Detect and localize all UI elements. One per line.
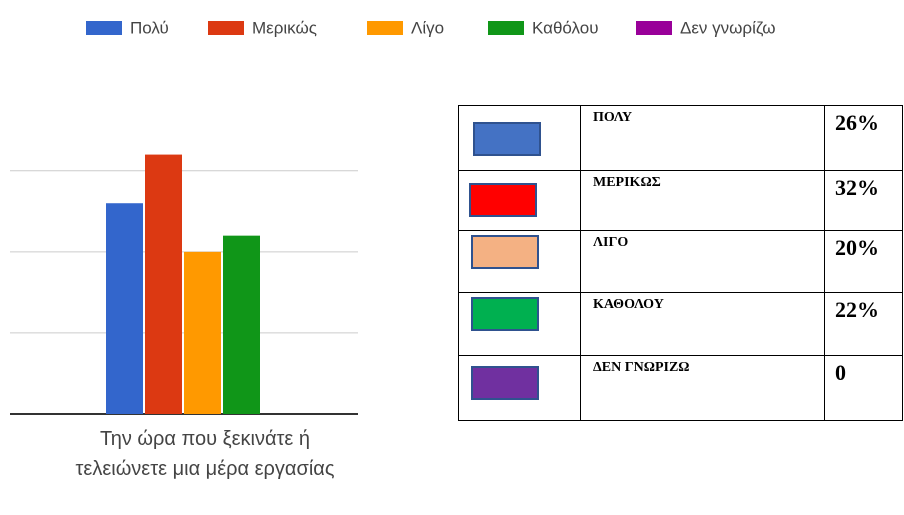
table-row: ΜΕΡΙΚΩΣ 32%	[458, 170, 903, 231]
color-swatch	[471, 297, 539, 331]
legend-label: Μερικώς	[252, 18, 317, 37]
row-label: ΠΟΛΥ	[580, 105, 825, 171]
legend-swatch	[86, 21, 122, 35]
bar	[145, 154, 182, 414]
legend-swatch	[367, 21, 403, 35]
swatch-cell	[458, 230, 581, 293]
swatch-cell	[458, 292, 581, 356]
legend-label: Καθόλου	[532, 18, 599, 37]
table: ΠΟΛΥ 26% ΜΕΡΙΚΩΣ 32% ΛΙΓΟ 20% ΚΑΘΟΛΟΥ 22% ΔΕΝ ΓΝ…	[458, 105, 903, 421]
color-swatch	[471, 235, 539, 269]
color-swatch	[469, 183, 537, 217]
table-row: ΛΙΓΟ 20%	[458, 230, 903, 293]
row-label: ΛΙΓΟ	[580, 230, 825, 293]
row-label: ΚΑΘΟΛΟΥ	[580, 292, 825, 356]
row-value: 0	[824, 355, 903, 421]
legend-label: Δεν γνωρίζω	[680, 18, 776, 37]
row-value: 22%	[824, 292, 903, 356]
legend-swatch	[208, 21, 244, 35]
row-value: 32%	[824, 170, 903, 231]
legend-swatch	[636, 21, 672, 35]
swatch-cell	[458, 105, 581, 171]
legend-label: Πολύ	[130, 18, 169, 37]
table-row: ΔΕΝ ΓΝΩΡΙΖΩ 0	[458, 355, 903, 421]
legend-swatch	[488, 21, 524, 35]
legend-label: Λίγο	[411, 18, 444, 37]
table-row: ΠΟΛΥ 26%	[458, 105, 903, 171]
swatch-cell	[458, 170, 581, 231]
category-label: Την ώρα που ξεκινάτε ή τελειώνετε μια μέ…	[75, 428, 335, 480]
row-value: 26%	[824, 105, 903, 171]
row-label: ΜΕΡΙΚΩΣ	[580, 170, 825, 231]
table-row: ΚΑΘΟΛΟΥ 22%	[458, 292, 903, 356]
color-swatch	[473, 122, 541, 156]
bar	[223, 235, 260, 414]
bar	[106, 203, 143, 414]
row-value: 20%	[824, 230, 903, 293]
swatch-cell	[458, 355, 581, 421]
bar	[184, 251, 221, 414]
color-swatch	[471, 366, 539, 400]
row-label: ΔΕΝ ΓΝΩΡΙΖΩ	[580, 355, 825, 421]
